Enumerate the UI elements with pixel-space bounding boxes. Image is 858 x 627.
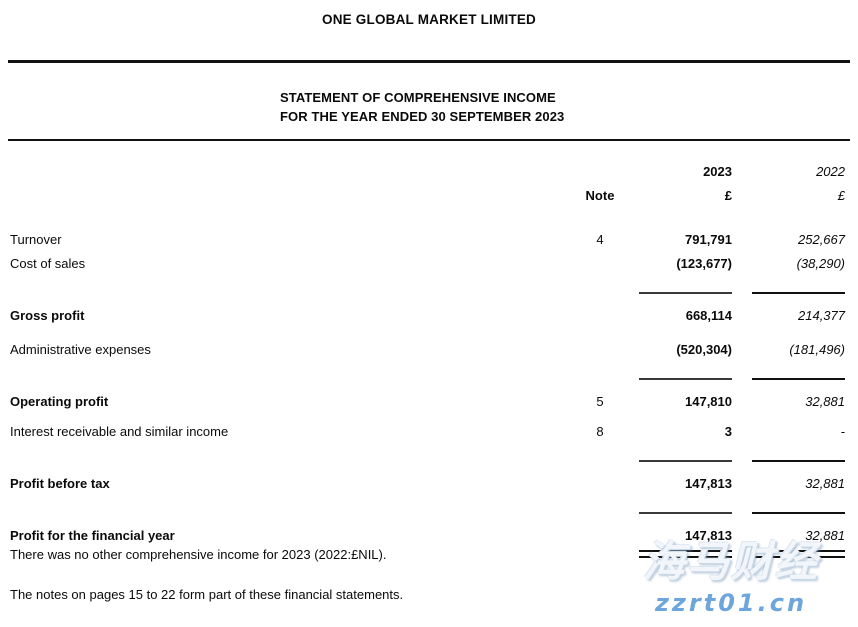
table-row: Operating profit 5 147,810 32,881: [0, 390, 858, 414]
row-value-2022: (181,496): [789, 342, 845, 357]
row-label: Administrative expenses: [10, 342, 151, 357]
row-value-2023: (123,677): [676, 256, 732, 271]
currency-symbol-2022: £: [837, 188, 845, 203]
page-title-line-2: FOR THE YEAR ENDED 30 SEPTEMBER 2023: [280, 109, 565, 124]
row-value-2023: 147,810: [685, 394, 732, 409]
subtotal-rule-2022: [752, 292, 845, 294]
header-rule-top: [8, 60, 850, 63]
table-header-currency: Note £ £: [0, 184, 858, 208]
footer-note-pages: The notes on pages 15 to 22 form part of…: [10, 587, 404, 602]
total-double-rule-2022: [752, 550, 845, 558]
spacer: [0, 328, 858, 338]
row-value-2023: 147,813: [685, 528, 732, 543]
column-header-note: Note: [585, 188, 615, 203]
row-value-2022: 214,377: [798, 308, 845, 323]
table-header-years: 2023 2022: [0, 160, 858, 184]
row-label: Profit before tax: [10, 476, 110, 491]
row-value-2022: 32,881: [805, 394, 845, 409]
row-note: 8: [596, 424, 604, 439]
row-value-2023: 791,791: [685, 232, 732, 247]
table-row: Administrative expenses (520,304) (181,4…: [0, 338, 858, 362]
row-value-2023: (520,304): [676, 342, 732, 357]
subtotal-rule-2022: [752, 512, 845, 514]
total-rule-group: [0, 548, 858, 560]
row-value-2023: 3: [724, 424, 732, 439]
subtotal-rule-group: [0, 368, 858, 390]
table-row: Cost of sales (123,677) (38,290): [0, 252, 858, 276]
row-value-2022: 32,881: [805, 528, 845, 543]
row-label: Profit for the financial year: [10, 528, 175, 543]
column-header-2022: 2022: [816, 164, 845, 179]
subtotal-rule-2023: [639, 378, 732, 380]
footer-note-other-income: There was no other comprehensive income …: [10, 547, 387, 562]
row-label: Interest receivable and similar income: [10, 424, 229, 439]
table-row: Turnover 4 791,791 252,667: [0, 228, 858, 252]
row-label: Cost of sales: [10, 256, 86, 271]
spacer: [0, 218, 858, 228]
row-value-2023: 668,114: [685, 308, 732, 323]
table-row: Interest receivable and similar income 8…: [0, 420, 858, 444]
subtotal-rule-2023: [639, 460, 732, 462]
spacer: [0, 208, 858, 218]
income-statement-table: 2023 2022 Note £ £ Turnover 4 791,791 25…: [0, 160, 858, 560]
subtotal-rule-group: [0, 282, 858, 304]
row-value-2023: 147,813: [685, 476, 732, 491]
row-label: Gross profit: [10, 308, 85, 323]
page-title-line-1: STATEMENT OF COMPREHENSIVE INCOME: [280, 90, 556, 105]
subtotal-rule-2023: [639, 512, 732, 514]
table-row: Gross profit 668,114 214,377: [0, 304, 858, 328]
row-value-2022: 252,667: [798, 232, 845, 247]
table-row: Profit for the financial year 147,813 32…: [0, 524, 858, 548]
row-label: Operating profit: [10, 394, 109, 409]
subtotal-rule-group: [0, 502, 858, 524]
watermark-url-text: zzrt01.cn: [654, 589, 808, 617]
currency-symbol-2023: £: [724, 188, 732, 203]
company-name: ONE GLOBAL MARKET LIMITED: [322, 12, 536, 27]
header-rule-bottom: [8, 139, 850, 141]
row-value-2022: (38,290): [796, 256, 845, 271]
subtotal-rule-2022: [752, 378, 845, 380]
footer-notes: There was no other comprehensive income …: [10, 546, 403, 626]
column-header-2023: 2023: [703, 164, 732, 179]
row-value-2022: -: [840, 424, 845, 439]
total-double-rule-2023: [639, 550, 732, 558]
page-title: STATEMENT OF COMPREHENSIVE INCOME FOR TH…: [280, 88, 564, 126]
row-note: 4: [596, 232, 604, 247]
subtotal-rule-2023: [639, 292, 732, 294]
row-value-2022: 32,881: [805, 476, 845, 491]
row-label: Turnover: [10, 232, 62, 247]
table-row: Profit before tax 147,813 32,881: [0, 472, 858, 496]
subtotal-rule-2022: [752, 460, 845, 462]
subtotal-rule-group: [0, 450, 858, 472]
row-note: 5: [596, 394, 604, 409]
